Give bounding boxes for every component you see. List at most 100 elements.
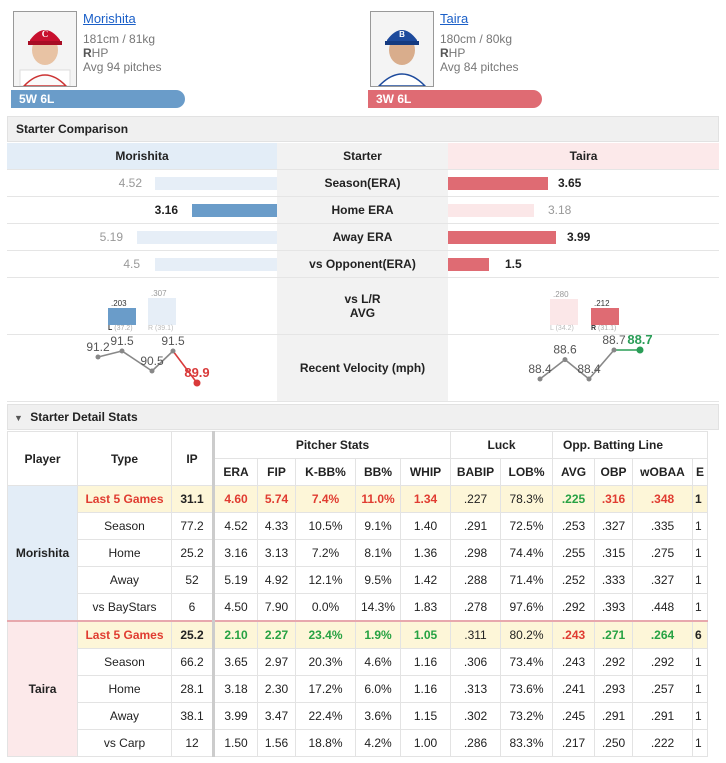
player-name-cell: Taira	[7, 620, 78, 757]
stat-cell: .243	[552, 648, 595, 676]
velocity-label: 88.4	[528, 362, 552, 376]
type-cell: vs BayStars	[77, 593, 172, 622]
stat-cell: 78.3%	[500, 485, 553, 513]
stat-cell: 10.5%	[295, 512, 356, 540]
comparison-mid-header: Starter	[277, 143, 448, 169]
stat-cell: .250	[594, 729, 633, 757]
taira-record-badge: 3W 6L	[368, 90, 542, 108]
stat-cell: 7.4%	[295, 485, 356, 513]
stat-cell: 12.1%	[295, 566, 356, 594]
col-type: Type	[77, 431, 172, 486]
velocity-point	[119, 348, 125, 354]
stat-cell: 3.13	[257, 539, 296, 567]
detail-stats-header[interactable]: ▼ Starter Detail Stats	[7, 404, 719, 430]
right-r-bar	[591, 308, 619, 325]
morishita-name-link[interactable]: Morishita	[83, 11, 136, 26]
type-cell: Home	[77, 675, 172, 703]
stat-cell: 6	[171, 593, 215, 622]
right-bar	[448, 204, 534, 217]
stat-cell: 25.2	[171, 539, 215, 567]
left-bar	[155, 177, 277, 190]
stat-cell: .253	[552, 512, 595, 540]
col-k-bb-[interactable]: K-BB%	[295, 458, 356, 486]
right-velocity-chart: 88.488.688.4 88.7 88.7	[528, 335, 653, 382]
stat-cell: 4.50	[213, 593, 258, 622]
stat-cell: 6.0%	[355, 675, 401, 703]
right-bar	[448, 177, 548, 190]
l-label: L	[550, 325, 554, 332]
col-babip[interactable]: BABIP	[450, 458, 501, 486]
comparison-row-home-era: 3.16 Home ERA 3.18	[7, 197, 719, 224]
right-l-value: .280	[553, 290, 569, 299]
stat-cell: 1.56	[257, 729, 296, 757]
velocity-segment	[588, 349, 615, 380]
stat-cell: .225	[552, 485, 595, 513]
col-e[interactable]: E	[692, 458, 708, 486]
svg-text:C: C	[42, 29, 49, 39]
stat-cell: .293	[594, 675, 633, 703]
stat-cell: .302	[450, 702, 501, 730]
left-velocity-chart: 91.2 91.590.591.589.9	[86, 335, 210, 387]
comparison-right-name: Taira	[569, 149, 598, 163]
stat-cell: 1.36	[400, 539, 451, 567]
type-cell: Last 5 Games	[77, 620, 172, 649]
row-label: Season(ERA)	[277, 170, 448, 196]
col-era[interactable]: ERA	[213, 458, 258, 486]
left-l-caption: L (37.2)	[108, 325, 133, 332]
velocity-segment	[151, 350, 174, 372]
morishita-avg-pitches: Avg 94 pitches	[83, 60, 162, 74]
col-wobaa[interactable]: wOBAA	[632, 458, 693, 486]
col-lob-[interactable]: LOB%	[500, 458, 553, 486]
velocity-point	[636, 346, 644, 354]
type-cell: Away	[77, 566, 172, 594]
stat-cell: .316	[594, 485, 633, 513]
velocity-label: 88.6	[553, 343, 577, 357]
stat-cell: 1	[692, 648, 708, 676]
stat-cell: .288	[450, 566, 501, 594]
stat-cell: 4.6%	[355, 648, 401, 676]
hand-rest: HP	[448, 46, 466, 60]
velocity-point	[149, 368, 155, 374]
col-fip[interactable]: FIP	[257, 458, 296, 486]
morishita-hand: RHP	[83, 46, 108, 60]
stat-cell: 14.3%	[355, 593, 401, 622]
stat-cell: .448	[632, 593, 693, 622]
col-bb-[interactable]: BB%	[355, 458, 401, 486]
stat-cell: 1	[692, 485, 708, 513]
row-label-text: Home ERA	[331, 203, 394, 217]
comparison-row-away-era: 5.19 Away ERA 3.99	[7, 224, 719, 251]
taira-name-link[interactable]: Taira	[440, 11, 469, 26]
detail-stats-table: Player Type IP Pitcher Stats Luck Opp. B…	[7, 431, 708, 757]
table-row: Home 28.1 3.18 2.30 17.2% 6.0% 1.16.313 73.6% .2…	[8, 675, 708, 703]
stat-cell: 97.6%	[500, 593, 553, 622]
table-row: Season 77.2 4.52 4.33 10.5% 9.1% 1.40.291 72.5%…	[8, 512, 708, 540]
group-pitcher-stats: Pitcher Stats	[213, 431, 451, 459]
right-r-value: .212	[594, 299, 610, 308]
row-label-text: vs Opponent(ERA)	[309, 257, 416, 271]
stat-cell: 1.34	[400, 485, 451, 513]
collapse-triangle-icon[interactable]: ▼	[14, 413, 23, 423]
stat-cell: 1	[692, 593, 708, 622]
right-l-caption: L (34.2)	[550, 325, 574, 332]
col-avg[interactable]: AVG	[552, 458, 595, 486]
col-whip[interactable]: WHIP	[400, 458, 451, 486]
col-obp[interactable]: OBP	[594, 458, 633, 486]
row-label: Recent Velocity (mph)	[277, 335, 448, 401]
stat-cell: .292	[632, 648, 693, 676]
stat-cell: 20.3%	[295, 648, 356, 676]
table-group-header-row: Player Type IP Pitcher Stats Luck Opp. B…	[7, 431, 708, 486]
table-row: Season 66.2 3.65 2.97 20.3% 4.6% 1.16.306 73.4%…	[8, 648, 708, 676]
velocity-label: 88.4	[577, 362, 601, 376]
velocity-label: 88.7	[627, 335, 652, 347]
stat-cell: 1.05	[400, 620, 451, 649]
row-label-text: Away ERA	[332, 230, 393, 244]
left-bar	[137, 231, 277, 244]
stat-cell: 1.16	[400, 648, 451, 676]
stat-cell: .227	[450, 485, 501, 513]
left-r-bar	[148, 298, 176, 325]
velocity-label: 91.5	[161, 335, 185, 348]
stat-cell: 28.1	[171, 675, 215, 703]
stat-cell: 3.6%	[355, 702, 401, 730]
stat-cell: 5.19	[213, 566, 258, 594]
velocity-segment	[172, 350, 198, 384]
